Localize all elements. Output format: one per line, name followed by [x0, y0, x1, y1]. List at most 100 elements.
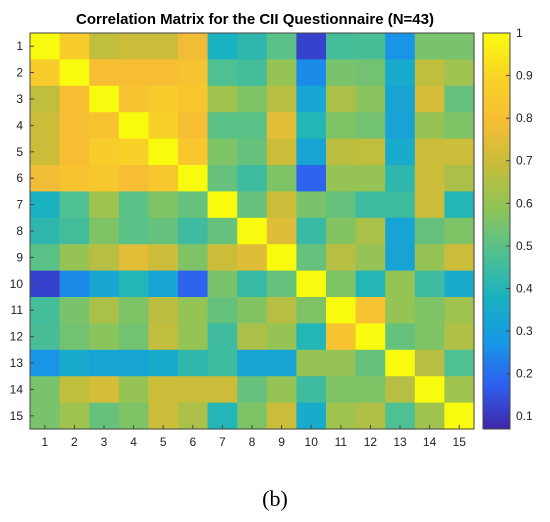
row-tick-label: 4: [16, 118, 23, 132]
heatmap-cell: [118, 376, 149, 404]
heatmap-cell: [30, 112, 61, 140]
heatmap-cell: [296, 59, 327, 87]
heatmap-cell: [237, 349, 268, 377]
heatmap-cell: [237, 297, 268, 324]
heatmap-cell: [59, 297, 90, 324]
heatmap-cell: [207, 217, 238, 245]
heatmap-cell: [266, 297, 297, 324]
heatmap-cell: [237, 270, 268, 298]
heatmap-cell: [59, 112, 90, 140]
heatmap-cell: [237, 191, 268, 219]
heatmap-cell: [59, 33, 90, 60]
heatmap-cell: [89, 138, 120, 166]
heatmap-cell: [89, 33, 120, 60]
heatmap-cell: [414, 33, 445, 60]
heatmap-cell: [444, 270, 475, 298]
heatmap-cell: [414, 297, 445, 324]
col-tick-label: 12: [364, 435, 378, 449]
heatmap-cell: [118, 349, 149, 377]
heatmap-cell: [89, 112, 120, 140]
heatmap-cell: [59, 270, 90, 298]
heatmap-cell: [237, 85, 268, 113]
heatmap-cell: [444, 138, 475, 166]
col-tick-label: 9: [278, 435, 285, 449]
heatmap-cell: [59, 349, 90, 377]
heatmap-cell: [118, 85, 149, 113]
heatmap-cell: [178, 376, 209, 404]
heatmap-cell: [385, 323, 416, 351]
plot-frame: [29, 32, 475, 430]
heatmap-cell: [207, 112, 238, 140]
heatmap-cell: [296, 349, 327, 377]
heatmap-cell: [326, 376, 357, 404]
heatmap-cell: [118, 138, 149, 166]
heatmap-cell: [385, 85, 416, 113]
heatmap-cell: [178, 323, 209, 351]
heatmap-cell: [414, 376, 445, 404]
heatmap-cell: [385, 349, 416, 377]
heatmap-cell: [118, 165, 149, 192]
colorbar-tick-label: 0.6: [516, 196, 533, 210]
heatmap-cell: [178, 270, 209, 298]
heatmap-cell: [355, 217, 386, 245]
col-tick-label: 13: [393, 435, 407, 449]
heatmap-cell: [148, 191, 179, 219]
heatmap-cell: [30, 33, 61, 60]
heatmap-cell: [89, 59, 120, 87]
heatmap-cell: [237, 165, 268, 192]
col-tick-label: 1: [41, 435, 48, 449]
heatmap-cell: [148, 349, 179, 377]
heatmap-cell: [385, 112, 416, 140]
heatmap-cell: [444, 323, 475, 351]
heatmap-cell: [326, 112, 357, 140]
heatmap-cell: [148, 270, 179, 298]
heatmap-cell: [148, 217, 179, 245]
heatmap-cell: [30, 191, 61, 219]
heatmap-cell: [118, 323, 149, 351]
heatmap-cell: [414, 85, 445, 113]
heatmap-cell: [207, 191, 238, 219]
heatmap-cell: [89, 165, 120, 192]
heatmap-cell: [148, 244, 179, 272]
colorbar-tick-label: 0.5: [516, 239, 533, 253]
heatmap-cell: [296, 270, 327, 298]
heatmap-cell: [207, 138, 238, 166]
heatmap-cell: [296, 33, 327, 60]
heatmap-cell: [266, 138, 297, 166]
heatmap-cell: [178, 112, 209, 140]
heatmap-cell: [207, 244, 238, 272]
heatmap-cell: [444, 349, 475, 377]
heatmap-cell: [414, 59, 445, 87]
correlation-heatmap: Correlation Matrix for the CII Questionn…: [10, 11, 533, 449]
heatmap-cell: [207, 85, 238, 113]
heatmap-cell: [178, 191, 209, 219]
heatmap-cell: [207, 323, 238, 351]
heatmap-cell: [207, 33, 238, 60]
heatmap-cell: [385, 191, 416, 219]
heatmap-cell: [89, 323, 120, 351]
heatmap-cell: [296, 297, 327, 324]
heatmap-cell: [207, 376, 238, 404]
col-tick-label: 8: [249, 435, 256, 449]
heatmap-cell: [178, 349, 209, 377]
col-tick-label: 3: [101, 435, 108, 449]
heatmap-cell: [414, 191, 445, 219]
heatmap-cell: [118, 270, 149, 298]
heatmap-cell: [385, 376, 416, 404]
heatmap-cell: [326, 297, 357, 324]
heatmap-cell: [148, 112, 179, 140]
heatmap-cell: [30, 59, 61, 87]
heatmap-cell: [118, 217, 149, 245]
col-tick-label: 14: [423, 435, 437, 449]
heatmap-cell: [385, 59, 416, 87]
heatmap-cell: [444, 244, 475, 272]
heatmap-cell: [414, 112, 445, 140]
heatmap-cell: [89, 244, 120, 272]
heatmap-cell: [355, 376, 386, 404]
heatmap-cell: [89, 349, 120, 377]
heatmap-cell: [385, 270, 416, 298]
colorbar-tick-label: 0.4: [516, 281, 533, 295]
heatmap-cell: [444, 59, 475, 87]
heatmap-cell: [296, 244, 327, 272]
row-tick-label: 10: [10, 277, 24, 291]
